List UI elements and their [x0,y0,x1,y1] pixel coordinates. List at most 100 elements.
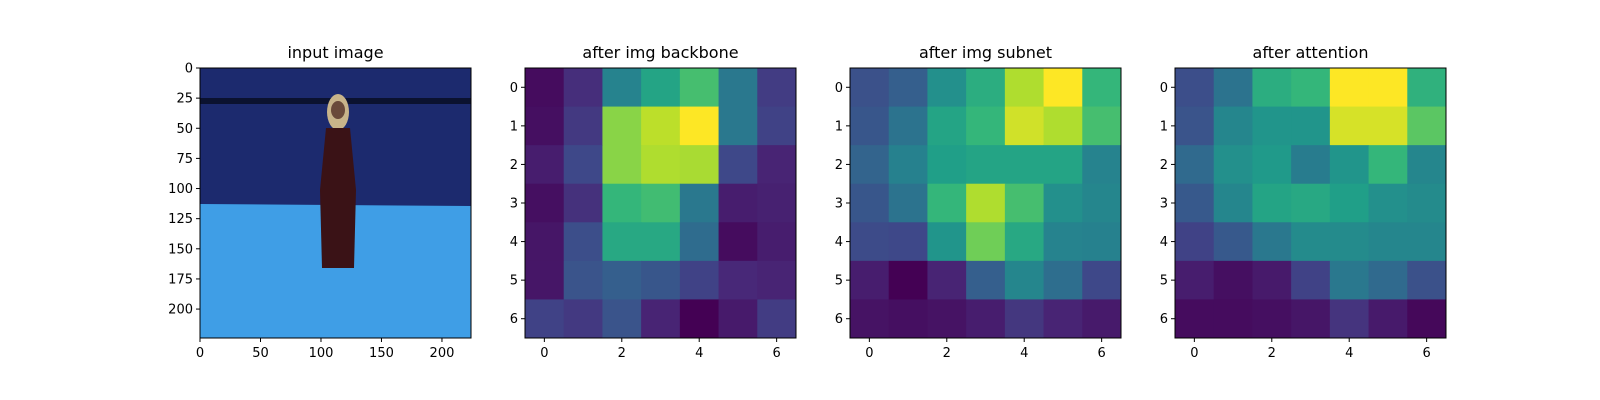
heatmap-cell [850,106,890,146]
heatmap-cell [1082,68,1122,108]
x-tick-label: 0 [865,346,873,361]
y-tick-label: 6 [1160,312,1168,327]
heatmap-cell [602,145,642,185]
heatmap-cell [1004,106,1045,146]
heatmap-cell [1082,106,1122,146]
x-tick-label: 0 [540,346,548,361]
heatmap-cell [679,183,720,223]
y-tick-label: 3 [1160,197,1168,212]
heatmap-cell [1004,260,1045,300]
y-tick-label: 50 [176,122,193,137]
panel-after-attention: after attention 0 2 4 6 0 1 2 3 4 5 6 [1160,43,1447,361]
ticks-after-img-subnet: 0 2 4 6 0 1 2 3 4 5 6 [835,81,1106,361]
heatmap-cell [1291,222,1331,262]
heatmap-cell [1407,299,1447,339]
heatmap-cell [1213,106,1253,146]
heatmap-cell [718,222,758,262]
heatmap-cell [1175,299,1215,339]
heatmap-cell [563,260,603,300]
heatmap-cell [966,260,1006,300]
heatmap-cell [641,299,681,339]
heatmap-cell [888,106,928,146]
heatmap-cell [888,260,928,300]
y-tick-label: 6 [510,312,518,327]
heatmap-cell [1082,222,1122,262]
heatmap-cell [966,222,1006,262]
heatmap-cell [1368,145,1408,185]
heatmap-cell [525,222,565,262]
y-tick-label: 0 [835,81,843,96]
heatmap-cell [757,299,797,339]
heatmap-cell [927,68,967,108]
heatmap-cell [1082,183,1122,223]
heatmap-cell [718,106,758,146]
heatmap-cell [679,68,720,108]
heatmap-cell [1252,183,1292,223]
y-tick-label: 5 [835,274,843,289]
panel-title-input-image: input image [287,43,383,62]
panel-title-after-attention: after attention [1253,43,1369,62]
heatmap-cell [1368,222,1408,262]
x-tick-label: 4 [1345,346,1353,361]
panel-input-image: input image 0 50 100 150 200 0 25 50 75 100 125 150… [168,43,472,361]
heatmap-after-attention [1175,68,1447,339]
heatmap-cell [1291,145,1331,185]
heatmap-cell [966,145,1006,185]
heatmap-cell [679,106,720,146]
heatmap-cell [1175,106,1215,146]
heatmap-cell [525,260,565,300]
heatmap-cell [1407,183,1447,223]
heatmap-cell [757,183,797,223]
heatmap-cell [966,183,1006,223]
y-tick-label: 3 [510,197,518,212]
scene-person-head [331,101,345,119]
y-tick-label: 6 [835,312,843,327]
heatmap-cell [1213,68,1253,108]
heatmap-cell [927,260,967,300]
heatmap-cell [1004,299,1045,339]
x-tick-label: 6 [1423,346,1431,361]
y-tick-label: 3 [835,197,843,212]
heatmap-after-img-subnet [850,68,1122,339]
y-tick-label: 2 [510,158,518,173]
heatmap-cell [927,183,967,223]
heatmap-cell [679,260,720,300]
heatmap-cell [602,183,642,223]
heatmap-cell [1368,68,1408,108]
heatmap-cell [679,222,720,262]
heatmap-cell [1368,299,1408,339]
y-tick-label: 2 [1160,158,1168,173]
heatmap-cell [641,68,681,108]
heatmap-cell [602,260,642,300]
heatmap-cell [1043,68,1083,108]
heatmap-cell [1082,260,1122,300]
heatmap-cell [679,299,720,339]
x-tick-label: 4 [1020,346,1028,361]
y-tick-label: 4 [1160,235,1168,250]
scene-floor [200,204,471,338]
heatmap-cell [718,260,758,300]
heatmap-cell [679,145,720,185]
heatmap-cell [1175,183,1215,223]
x-tick-label: 6 [1098,346,1106,361]
y-tick-label: 175 [168,272,193,287]
heatmap-cell [1252,145,1292,185]
heatmap-cell [850,299,890,339]
y-tick-label: 2 [835,158,843,173]
heatmap-cell [1252,68,1292,108]
scene-person-body [320,128,356,268]
heatmap-cell [641,222,681,262]
heatmap-cell [966,68,1006,108]
heatmap-cell [718,183,758,223]
heatmap-cell [602,222,642,262]
heatmap-cell [1043,145,1083,185]
y-tick-label: 1 [835,119,843,134]
x-tick-label: 200 [430,346,455,361]
heatmap-cell [888,68,928,108]
heatmap-cell [563,145,603,185]
y-tick-label: 0 [185,62,193,77]
heatmap-cell [1368,106,1408,146]
y-tick-label: 25 [176,92,193,107]
heatmap-cell [757,222,797,262]
